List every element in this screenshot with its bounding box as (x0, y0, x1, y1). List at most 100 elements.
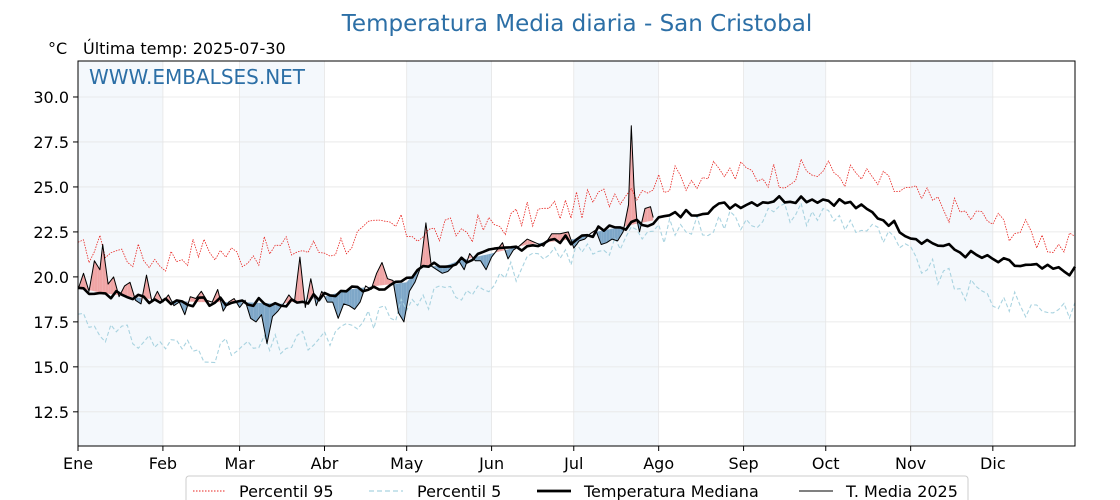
fill-above-median (214, 289, 218, 303)
fill-below-median (401, 282, 404, 322)
x-tick-label: Dic (980, 454, 1006, 473)
fill-below-median (258, 302, 262, 319)
fill-below-median (480, 255, 484, 266)
x-tick-label: Feb (149, 454, 177, 473)
series-lines (77, 125, 1077, 364)
fill-above-median (94, 260, 98, 292)
fill-below-median (272, 303, 276, 317)
y-tick-label: 22.5 (33, 223, 69, 242)
y-tick-label: 12.5 (33, 403, 69, 422)
fill-below-median (486, 254, 489, 270)
y-tick-label: 30.0 (33, 88, 69, 107)
fill-above-median (124, 284, 128, 297)
x-tick-label: Mar (225, 454, 256, 473)
fill-above-median (91, 260, 95, 292)
y-tick-label: 25.0 (33, 178, 69, 197)
fill-below-median (598, 230, 602, 245)
fill-above-median (190, 296, 194, 302)
series-line-p95 (77, 158, 1076, 272)
x-tick-label: Oct (812, 454, 840, 473)
fill-below-median (357, 288, 361, 306)
fill-below-median (346, 289, 350, 306)
fill-below-median (403, 282, 407, 322)
grid-lines (77, 61, 1075, 446)
fill-below-median (332, 293, 336, 311)
x-axis-ticks: Ene Feb Mar Abr May Jun Jul Ago Sep Oct Nov Dic (63, 446, 1006, 473)
fill-below-median (269, 303, 273, 330)
fill-above-median (110, 276, 114, 295)
x-tick-label: Jul (563, 454, 583, 473)
fill-below-median (508, 248, 511, 259)
x-tick-label: Ene (63, 454, 93, 473)
anomaly-fills (78, 125, 654, 344)
x-tick-label: Nov (895, 454, 926, 473)
fill-below-median (340, 291, 344, 312)
fill-above-median (97, 265, 100, 293)
fill-below-median (266, 303, 270, 344)
fill-above-median (644, 207, 648, 223)
fill-below-median (603, 229, 607, 244)
x-tick-label: Ago (643, 454, 674, 473)
fill-above-median (102, 244, 106, 294)
fill-below-median (609, 228, 613, 241)
fill-above-median (83, 273, 87, 290)
fill-above-median (127, 282, 131, 297)
fill-below-median (261, 303, 265, 330)
fill-below-median (395, 283, 399, 313)
fill-above-median (99, 244, 103, 294)
fill-below-median (398, 282, 402, 318)
series-line-p5 (77, 201, 1076, 364)
fill-above-median (299, 257, 303, 301)
fill-above-median (423, 222, 426, 267)
fill-above-median (382, 262, 385, 286)
legend-label-median: Temperatura Mediana (583, 482, 759, 500)
watermark: WWW.EMBALSES.NET (89, 65, 306, 89)
fill-below-median (343, 290, 347, 305)
fill-above-median (387, 278, 391, 285)
fill-below-median (601, 230, 604, 245)
fill-below-median (135, 297, 139, 303)
fill-above-median (297, 257, 300, 302)
month-band (239, 61, 325, 446)
fill-below-median (264, 303, 267, 344)
y-tick-label: 15.0 (33, 358, 69, 377)
fill-below-median (612, 228, 615, 241)
y-tick-label: 17.5 (33, 313, 69, 332)
chart-title: Temperatura Media diaria - San Cristobal (341, 11, 812, 37)
legend-frame (185, 475, 969, 500)
fill-below-median (461, 259, 465, 270)
fill-below-median (606, 229, 610, 243)
fill-below-median (349, 289, 352, 308)
fill-above-median (425, 222, 429, 267)
fill-below-median (354, 288, 358, 310)
fill-above-median (647, 206, 651, 222)
month-bands (78, 61, 993, 446)
month-band (78, 61, 163, 446)
legend-label-2025: T. Media 2025 (845, 482, 958, 500)
legend-label-p95: Percentil 95 (239, 482, 334, 500)
series-line-2025 (77, 125, 654, 344)
legend-label-p5: Percentil 5 (417, 482, 501, 500)
plot-frame (77, 60, 1076, 447)
x-tick-label: May (390, 454, 423, 473)
y-axis-ticks: 12.5 15.0 17.5 20.0 22.5 25.0 27.5 30.0 (33, 88, 78, 422)
unit-label: °C (48, 39, 67, 58)
month-band (573, 61, 659, 446)
fill-below-median (477, 255, 481, 261)
x-tick-label: Abr (311, 454, 339, 473)
fill-below-median (256, 302, 259, 322)
y-tick-label: 20.0 (33, 268, 69, 287)
fill-below-median (253, 302, 257, 322)
fill-above-median (80, 273, 84, 289)
last-update-label: Última temp: 2025-07-30 (83, 39, 286, 58)
fill-below-median (327, 295, 330, 303)
month-band (743, 61, 826, 446)
fill-above-median (146, 275, 150, 299)
fill-below-median (614, 227, 618, 241)
fill-below-median (351, 288, 355, 310)
fill-above-median (379, 262, 383, 286)
fill-above-median (524, 239, 528, 246)
fill-below-median (182, 301, 185, 315)
y-tick-label: 27.5 (33, 133, 69, 152)
